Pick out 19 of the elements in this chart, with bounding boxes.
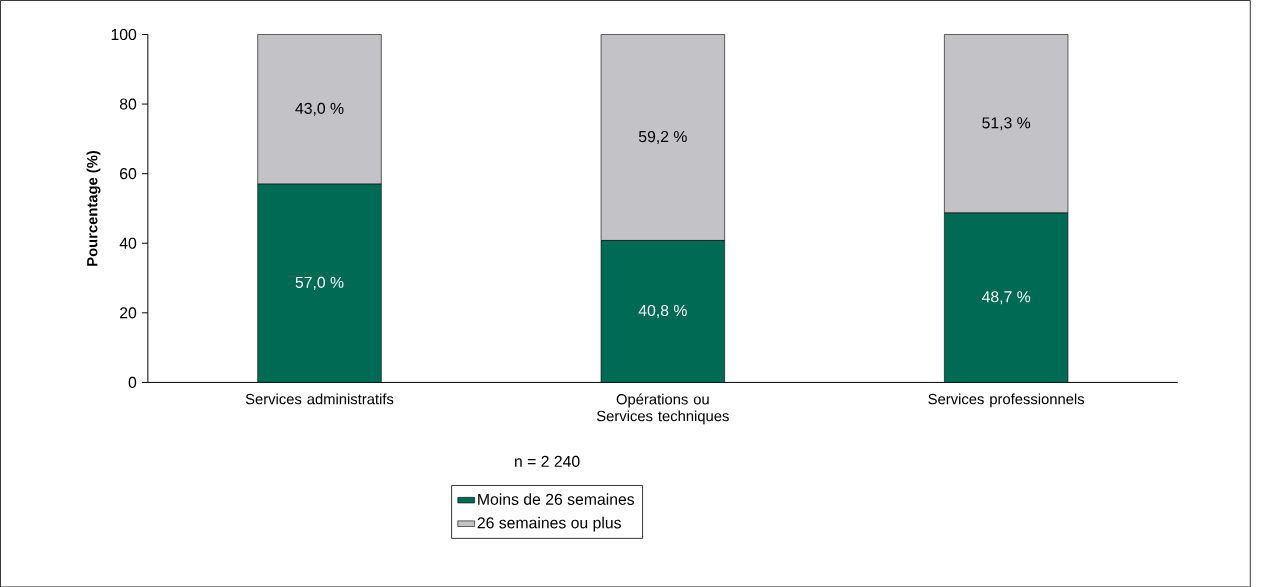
y-axis-title: Pourcentage (%)	[86, 150, 101, 266]
y-tick-label: 40	[119, 237, 137, 249]
y-tick-label: 60	[120, 167, 137, 180]
legend-label: 26 semaines ou plus	[477, 516, 621, 532]
data-label: 51,3 %	[982, 117, 1031, 131]
data-label: 57,0 %	[295, 276, 344, 290]
x-tick-label: Services administratifs	[245, 393, 394, 405]
y-tick-label: 0	[128, 376, 137, 388]
data-label: 40,8 %	[638, 304, 687, 318]
y-tick-label: 100	[111, 28, 137, 40]
x-tick-label: Opérations ou Services techniques	[596, 393, 729, 424]
data-label: 59,2 %	[638, 130, 687, 144]
y-tick-label: 80	[119, 98, 137, 110]
x-tick-label: Services professionnels	[928, 393, 1085, 408]
text: n = 2 240	[515, 455, 580, 467]
legend-label: Moins de 26 semaines	[478, 493, 635, 505]
data-label: 43,0 %	[295, 102, 344, 116]
data-label: 48,7 %	[981, 290, 1031, 304]
y-tick-label: 20	[120, 307, 137, 319]
